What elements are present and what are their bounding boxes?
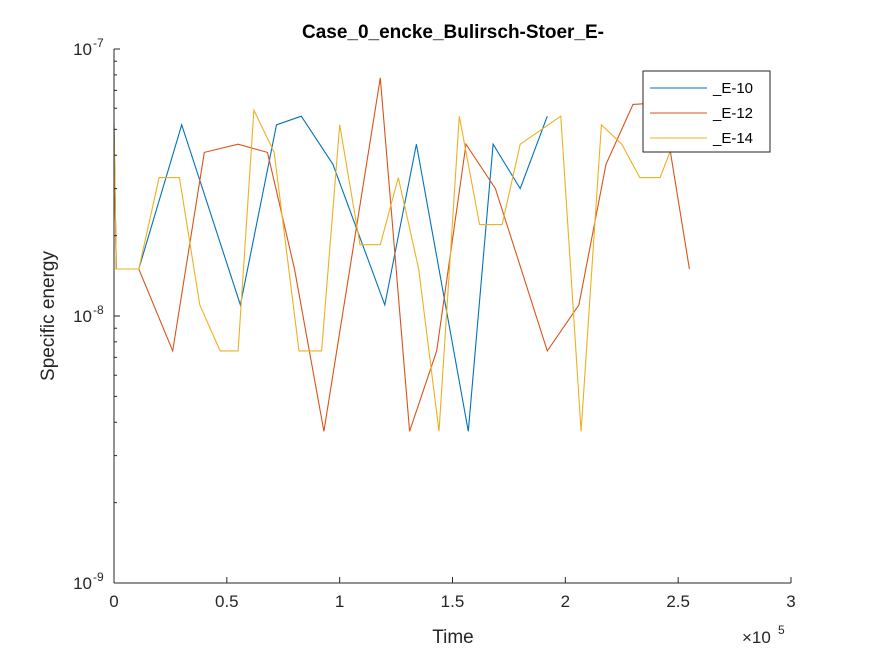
x-tick-label: 2.5 [666, 592, 690, 611]
y-tick-label-exponent: -7 [93, 36, 104, 50]
series-line-2 [113, 77, 690, 432]
chart-title: Case_0_encke_Bulirsch-Stoer_E- [302, 22, 604, 43]
y-tick-label: 10 [73, 574, 92, 593]
legend-label: _E-12 [712, 105, 753, 122]
x-tick-label: 1.5 [441, 592, 465, 611]
y-ticks: 10-910-810-7 [73, 36, 120, 593]
legend: _E-10 _E-12 _E-14 [642, 70, 771, 153]
x-tick-label: 0 [109, 592, 118, 611]
x-axis-label: Time [432, 627, 474, 648]
x-tick-label: 1 [335, 592, 344, 611]
x-tick-label: 0.5 [215, 592, 239, 611]
x-ticks: 0 0.5 1 1.5 2 2.5 3 [109, 577, 796, 611]
x-tick-label: 2 [561, 592, 570, 611]
y-tick-label: 10 [73, 40, 92, 59]
y-tick-label: 10 [73, 307, 92, 326]
y-tick-label-exponent: -8 [93, 303, 104, 317]
series-line-3 [113, 108, 681, 432]
x-tick-label: 3 [786, 592, 795, 611]
x-axis-exponent: ×10 5 [742, 623, 785, 647]
legend-label: _E-14 [712, 130, 753, 147]
legend-label: _E-10 [712, 80, 753, 97]
y-axis-label: Specific energy [38, 251, 59, 381]
y-tick-label-exponent: -9 [93, 570, 104, 584]
x-exponent-power: 5 [778, 623, 785, 637]
series-layer [113, 77, 690, 432]
x-exponent-base: ×10 [742, 628, 771, 647]
series-line-1 [113, 115, 548, 432]
